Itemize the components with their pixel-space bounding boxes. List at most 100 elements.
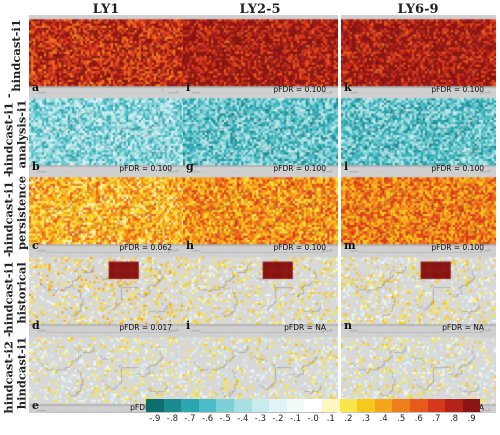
panel-letter: e xyxy=(32,399,39,412)
map-panel-n: n pFDR = NA xyxy=(341,253,496,333)
row-label-5: hindcast-i2 - hindcast-i1 xyxy=(2,332,30,414)
row-label-3: hindcast-i1 - persistence xyxy=(2,172,30,254)
colorbar-swatch xyxy=(146,399,164,412)
map-heatmap xyxy=(183,15,338,95)
pfdr-label: pFDR = 0.100 xyxy=(119,164,172,173)
pfdr-label: pFDR = 0.062 xyxy=(119,243,172,252)
colorbar-tick-label: -.7 xyxy=(184,414,196,424)
row-label-text: hindcast-i1 - persistence xyxy=(2,172,30,254)
colorbar-swatch xyxy=(286,399,305,412)
row-label-1: hindcast-i1 xyxy=(2,15,30,95)
colorbar-tick-label: .7 xyxy=(432,414,441,424)
colorbar-swatch xyxy=(233,399,252,412)
colorbar-tick-label: -.6 xyxy=(202,414,214,424)
column-title-3: LY6-9 xyxy=(397,2,439,17)
panel-letter: b xyxy=(32,160,40,173)
panel-letter: a xyxy=(32,81,40,94)
colorbar-tick-label: -.2 xyxy=(272,414,284,424)
colorbar-swatch xyxy=(269,399,287,412)
colorbar-swatch xyxy=(462,399,481,412)
pfdr-label: pFDR = 0.100 xyxy=(431,243,484,252)
colorbar-swatch xyxy=(374,399,393,412)
colorbar-swatch xyxy=(321,399,340,412)
row-label-text: hindcast-i1 xyxy=(8,18,23,92)
pfdr-label: pFDR = NA xyxy=(284,323,326,332)
map-panel-b: b pFDR = 0.100 xyxy=(29,94,184,174)
panel-letter: i xyxy=(186,319,191,332)
map-panel-c: c pFDR = 0.062 xyxy=(29,173,184,253)
colorbar-swatch xyxy=(409,399,428,412)
map-panel-a: a xyxy=(29,15,184,95)
row-label-4: hindcast-i1 - historical xyxy=(2,252,30,334)
colorbar-tick-label: .8 xyxy=(449,414,459,424)
colorbar-swatch xyxy=(198,399,217,412)
panel-letter: k xyxy=(344,81,352,94)
colorbar-tick-label: .5 xyxy=(397,414,406,424)
map-heatmap xyxy=(341,173,496,253)
colorbar xyxy=(146,399,481,412)
panel-letter: l xyxy=(344,160,349,173)
colorbar-swatch xyxy=(445,399,463,412)
map-panel-l: l pFDR = 0.100 xyxy=(341,94,496,174)
colorbar-tick-label: .3 xyxy=(361,414,371,424)
panel-letter: d xyxy=(32,319,40,332)
map-heatmap xyxy=(341,15,496,95)
pfdr-label: pFDR = 0.100 xyxy=(431,164,484,173)
panel-letter: g xyxy=(186,160,194,173)
colorbar-tick-label: -.0 xyxy=(307,414,319,424)
pfdr-label: pFDR = 0.017 xyxy=(119,323,172,332)
pfdr-label: pFDR = 0.100 xyxy=(431,85,484,94)
map-heatmap xyxy=(183,94,338,174)
colorbar-tick-label: -.4 xyxy=(237,414,249,424)
colorbar-tick-label: -.1 xyxy=(290,414,302,424)
panel-letter: n xyxy=(344,319,352,332)
colorbar-swatch xyxy=(163,399,182,412)
map-panel-d: d pFDR = 0.017 xyxy=(29,253,184,333)
map-panel-k: k pFDR = 0.100 xyxy=(341,15,496,95)
colorbar-swatch xyxy=(181,399,199,412)
column-title-2: LY2-5 xyxy=(239,2,281,17)
colorbar-swatch xyxy=(304,399,322,412)
colorbar-swatch xyxy=(392,399,410,412)
map-heatmap xyxy=(29,253,184,333)
panel-letter: c xyxy=(32,239,39,252)
column-title-1: LY1 xyxy=(92,2,120,17)
colorbar-ticks: -.9 -.8 -.7 -.6 -.5 -.4 -.3 -.2 -.1 -.0 .1 .2 .3 .4 .5… xyxy=(140,414,500,428)
colorbar-tick-label: -.8 xyxy=(166,414,178,424)
colorbar-tick-label: .6 xyxy=(414,414,423,424)
map-heatmap xyxy=(183,173,338,253)
map-heatmap xyxy=(341,253,496,333)
colorbar-tick-label: -.3 xyxy=(254,414,266,424)
map-heatmap xyxy=(29,94,184,174)
map-panel-g: g pFDR = 0.100 xyxy=(183,94,338,174)
colorbar-tick-label: .4 xyxy=(379,414,388,424)
colorbar-swatch xyxy=(216,399,234,412)
map-panel-m: m pFDR = 0.100 xyxy=(341,173,496,253)
colorbar-tick-label: .2 xyxy=(344,414,353,424)
row-label-text: hindcast-i1 - historical xyxy=(2,252,30,334)
map-panel-i: i pFDR = NA xyxy=(183,253,338,333)
colorbar-tick-label: .1 xyxy=(326,414,335,424)
pfdr-label: pFDR = NA xyxy=(442,323,484,332)
map-heatmap xyxy=(183,253,338,333)
map-heatmap xyxy=(29,173,184,253)
colorbar-tick-label: .9 xyxy=(467,414,476,424)
pfdr-label: pFDR = 0.100 xyxy=(273,243,326,252)
colorbar-swatch xyxy=(427,399,446,412)
map-heatmap xyxy=(341,94,496,174)
panel-letter: f xyxy=(186,81,191,94)
map-panel-f: f pFDR = 0.100 xyxy=(183,15,338,95)
map-heatmap xyxy=(29,15,184,95)
colorbar-swatch xyxy=(357,399,375,412)
panel-letter: m xyxy=(344,239,356,252)
colorbar-swatch xyxy=(251,399,270,412)
colorbar-swatch xyxy=(339,399,358,412)
pfdr-label: pFDR = 0.100 xyxy=(273,85,326,94)
colorbar-tick-label: -.9 xyxy=(149,414,161,424)
row-label-text: hindcast-i2 - hindcast-i1 xyxy=(2,332,30,414)
panel-letter: h xyxy=(186,239,194,252)
colorbar-tick-label: -.5 xyxy=(219,414,231,424)
row-label-2: hindcast-i1 - analysis-i1 xyxy=(2,93,30,174)
map-panel-h: h pFDR = 0.100 xyxy=(183,173,338,253)
